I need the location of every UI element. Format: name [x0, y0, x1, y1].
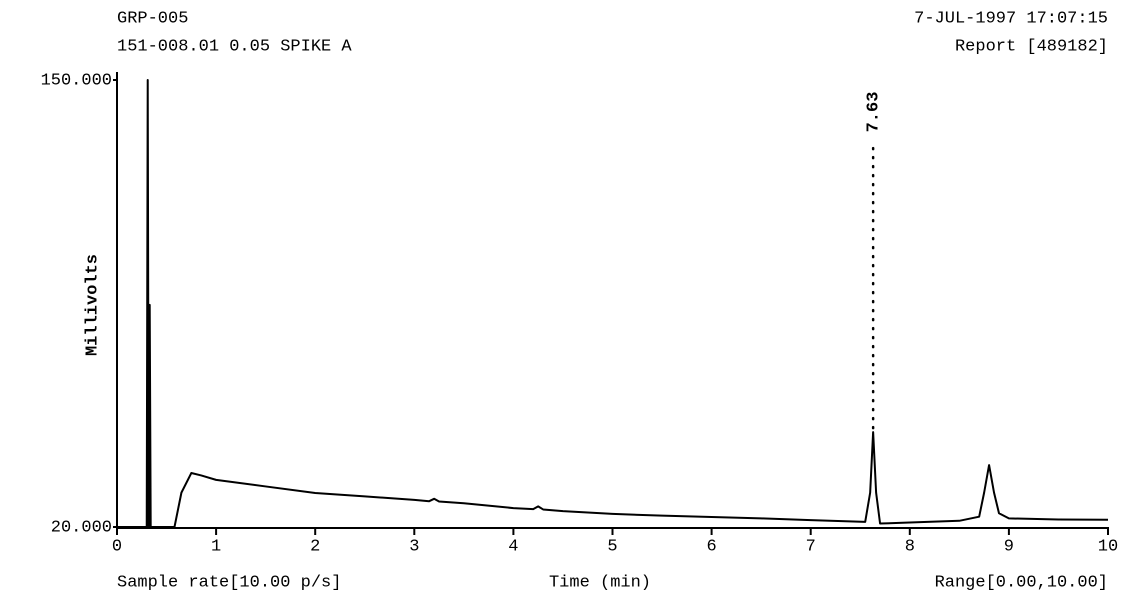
- x-tick-label: 4: [508, 537, 518, 556]
- y-tick-label: 20.000: [51, 518, 112, 537]
- x-tick-label: 7: [806, 537, 816, 556]
- header-right-1: 7-JUL-1997 17:07:15: [914, 9, 1108, 28]
- y-tick-label: 150.000: [41, 71, 112, 90]
- x-tick-label: 9: [1004, 537, 1014, 556]
- footer-right: Range[0.00,10.00]: [935, 573, 1108, 592]
- x-tick-label: 0: [112, 537, 122, 556]
- x-axis-label: Time (min): [549, 573, 651, 592]
- x-tick-label: 6: [706, 537, 716, 556]
- x-tick-label: 5: [607, 537, 617, 556]
- header-left-1: GRP-005: [117, 9, 188, 28]
- x-tick-label: 10: [1098, 537, 1118, 556]
- footer-left: Sample rate[10.00 p/s]: [117, 573, 341, 592]
- x-tick-label: 1: [211, 537, 221, 556]
- y-axis-label: Millivolts: [83, 254, 102, 356]
- peak-label: 7.63: [865, 92, 884, 133]
- header-right-2: Report [489182]: [955, 37, 1108, 56]
- x-tick-label: 2: [310, 537, 320, 556]
- x-tick-label: 3: [409, 537, 419, 556]
- x-tick-label: 8: [905, 537, 915, 556]
- trace: [117, 79, 1109, 528]
- header-left-2: 151-008.01 0.05 SPIKE A: [117, 37, 352, 56]
